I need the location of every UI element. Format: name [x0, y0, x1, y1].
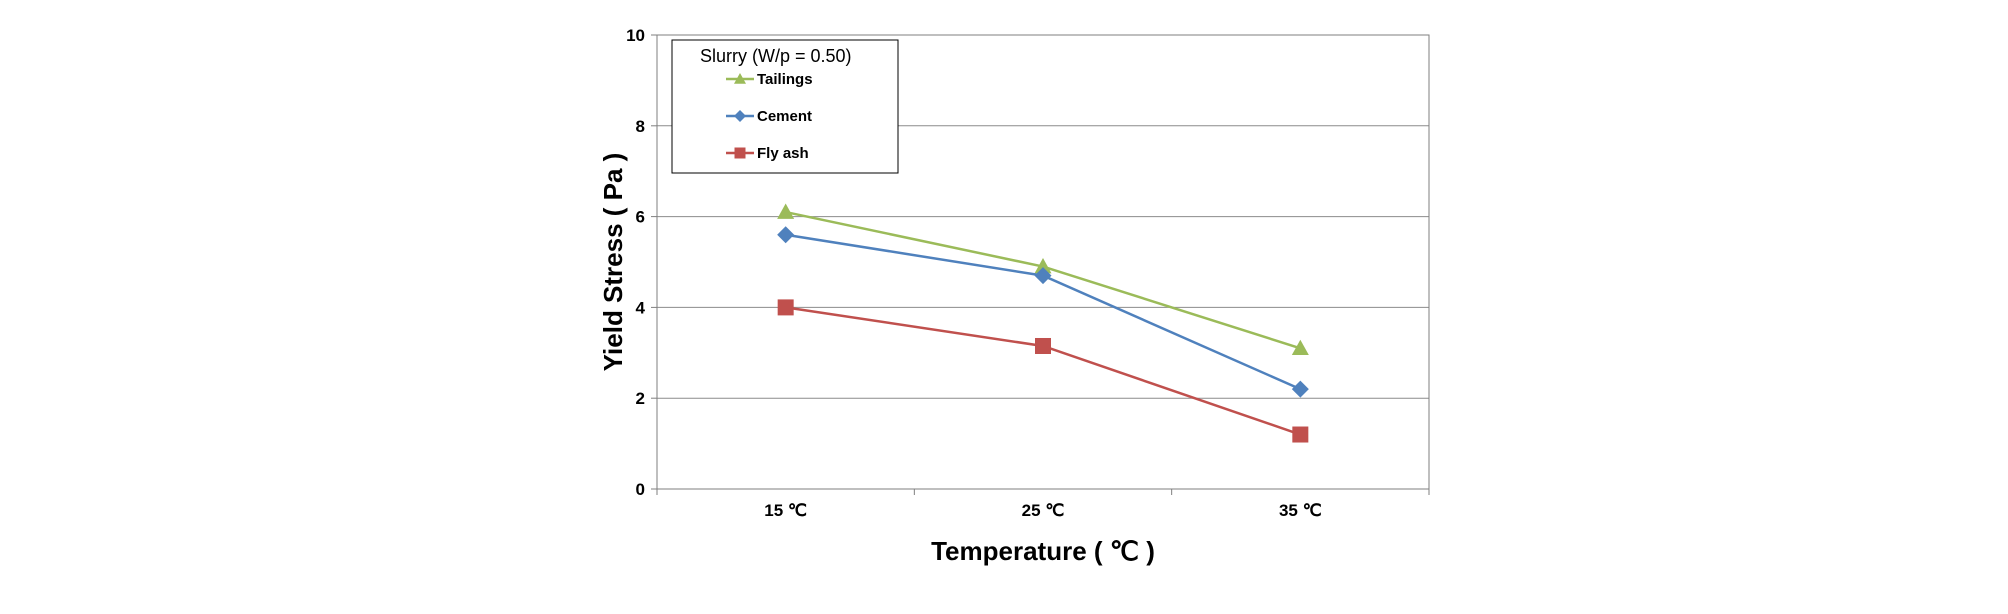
- legend-item-cement: Cement: [726, 108, 812, 125]
- y-tick-label: 2: [636, 389, 645, 408]
- plot-area: [656, 34, 1430, 490]
- y-tick-label: 6: [636, 208, 645, 227]
- series-line-cement: [785, 233, 1301, 391]
- data-point-tailings: [1034, 258, 1052, 274]
- legend-title: Slurry (W/p = 0.50): [700, 46, 852, 66]
- legend-item-tailings: Tailings: [726, 71, 813, 88]
- data-point-cement: [1034, 267, 1052, 285]
- legend-label-cement: Cement: [757, 108, 812, 125]
- data-point-fly-ash: [777, 299, 794, 316]
- legend-box: [671, 39, 899, 174]
- y-tick-label: 4: [636, 298, 646, 317]
- legend-marker-cement: [734, 110, 746, 122]
- x-tick-label: 15 ℃: [764, 501, 807, 520]
- data-point-cement: [1291, 380, 1309, 398]
- x-axis-title: Temperature ( ℃ ): [931, 536, 1155, 566]
- series-fly-ash: [777, 299, 1309, 443]
- y-tick-label: 0: [636, 480, 645, 499]
- series-cement: [777, 226, 1309, 398]
- legend-marker-tailings: [734, 73, 746, 84]
- y-tick-label: 10: [626, 26, 645, 45]
- legend-label-fly-ash: Fly ash: [757, 145, 809, 162]
- y-tick-label: 8: [636, 117, 645, 136]
- legend-label-tailings: Tailings: [757, 71, 813, 88]
- series-tailings: [777, 203, 1309, 356]
- legend-items: Tailings Cement Fly ash: [726, 71, 813, 162]
- legend: Slurry (W/p = 0.50) Tailings Cement Fly as…: [671, 39, 899, 174]
- series-layer: [777, 203, 1309, 443]
- legend-item-fly-ash: Fly ash: [726, 145, 809, 162]
- y-axis-title: Yield Stress ( Pa ): [598, 153, 628, 372]
- data-point-cement: [777, 226, 795, 244]
- legend-marker-fly-ash: [734, 147, 746, 159]
- x-tick-label: 35 ℃: [1279, 501, 1322, 520]
- data-point-fly-ash: [1035, 337, 1051, 354]
- series-line-fly-ash: [785, 306, 1301, 436]
- x-tick-label: 25 ℃: [1022, 501, 1065, 520]
- data-point-tailings: [777, 203, 795, 219]
- data-point-tailings: [1291, 339, 1309, 356]
- data-point-fly-ash: [1292, 426, 1309, 443]
- axes: 0 2 4 6 8 10 15 ℃ 25 ℃ 35 ℃: [626, 26, 1430, 520]
